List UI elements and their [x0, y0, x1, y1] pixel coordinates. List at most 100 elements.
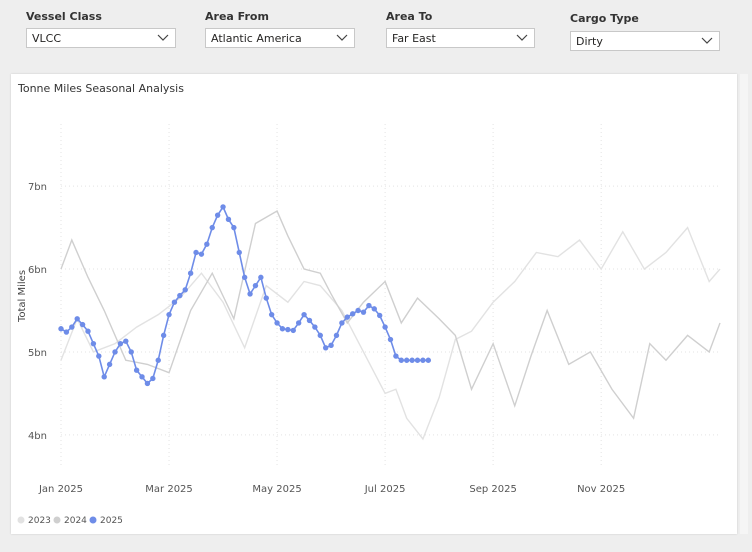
data-point: [209, 224, 215, 231]
area-to-dropdown[interactable]: Far East: [386, 28, 535, 48]
data-point: [349, 311, 356, 317]
data-point: [279, 326, 286, 332]
data-point: [285, 326, 291, 333]
data-point: [58, 326, 64, 332]
data-point: [268, 311, 275, 318]
data-point: [317, 332, 323, 339]
data-point: [328, 342, 334, 349]
chevron-down-icon: [701, 37, 713, 44]
y-tick-label: 6bn: [28, 265, 47, 276]
data-point: [355, 307, 361, 314]
data-point: [106, 361, 113, 368]
dropdown-value: Dirty: [576, 35, 603, 48]
data-point: [306, 317, 313, 324]
data-point: [404, 357, 410, 363]
data-point: [371, 306, 377, 312]
filter-label: Cargo Type: [570, 12, 639, 25]
scrollbar[interactable]: [740, 74, 748, 534]
data-point: [425, 357, 432, 363]
area-from-dropdown[interactable]: Atlantic America: [205, 28, 355, 48]
data-point: [376, 312, 383, 319]
series-line-2024: [60, 210, 721, 420]
data-point: [155, 357, 161, 363]
data-point: [177, 292, 183, 299]
legend-label: 2024: [64, 516, 87, 526]
filter-area-to: Area To Far East: [386, 10, 535, 48]
data-point: [123, 338, 129, 344]
data-point: [322, 345, 329, 351]
data-point: [101, 374, 107, 380]
y-tick-label: 4bn: [28, 431, 47, 442]
legend-marker: [53, 516, 61, 524]
data-point: [312, 324, 318, 330]
data-point: [139, 374, 145, 380]
data-point: [360, 309, 367, 315]
chevron-down-icon: [336, 34, 348, 41]
data-point: [74, 316, 80, 322]
data-point: [193, 249, 199, 256]
vessel-class-dropdown[interactable]: VLCC: [26, 28, 176, 48]
data-point: [274, 320, 280, 326]
data-point: [133, 367, 140, 373]
data-point: [263, 295, 269, 301]
dropdown-value: Far East: [392, 32, 436, 45]
x-tick-label: May 2025: [252, 484, 301, 495]
line-chart[interactable]: 4bn 5bn 6bn 7bn Jan 2025 Mar 2025 May 2025 Jul …: [11, 74, 737, 534]
dropdown-value: VLCC: [32, 32, 62, 45]
chart-title: Tonne Miles Seasonal Analysis: [18, 82, 184, 95]
filter-cargo-type: Cargo Type Dirty: [570, 12, 720, 51]
cargo-type-dropdown[interactable]: Dirty: [570, 31, 720, 51]
data-point: [344, 314, 350, 320]
data-point: [144, 380, 151, 387]
filter-area-from: Area From Atlantic America: [205, 10, 355, 48]
data-point: [290, 327, 296, 334]
data-point: [420, 357, 426, 363]
data-point: [366, 302, 372, 309]
legend-marker: [89, 516, 97, 524]
data-point: [258, 274, 264, 281]
filter-label: Vessel Class: [26, 10, 102, 23]
filter-vessel-class: Vessel Class VLCC: [26, 10, 176, 48]
x-tick-label: Sep 2025: [469, 484, 516, 495]
data-point: [85, 328, 91, 334]
data-point: [166, 311, 172, 318]
dropdown-value: Atlantic America: [211, 32, 302, 45]
data-point: [204, 241, 210, 247]
data-point: [63, 329, 70, 335]
data-point: [409, 357, 415, 363]
data-point: [231, 224, 237, 231]
chart-card: Tonne Miles Seasonal Analysis 4bn 5bn 6bn 7…: [11, 74, 737, 534]
legend-label: 2023: [28, 516, 51, 526]
data-point: [112, 349, 118, 355]
legend-marker: [17, 516, 25, 524]
filter-label: Area From: [205, 10, 269, 23]
x-tick-label: Nov 2025: [577, 484, 625, 495]
data-point: [236, 249, 242, 256]
data-point: [398, 357, 405, 363]
series-line-2023: [60, 226, 721, 441]
data-point: [241, 274, 248, 281]
data-point: [387, 336, 394, 343]
y-tick-label: 5bn: [28, 348, 47, 359]
y-axis-label: Total Miles: [17, 270, 28, 323]
data-point: [187, 270, 194, 276]
data-point: [160, 332, 167, 339]
chevron-down-icon: [157, 34, 169, 41]
data-point: [333, 332, 340, 339]
data-point: [295, 320, 302, 326]
data-point: [301, 311, 307, 318]
data-point: [182, 287, 188, 293]
data-point: [214, 212, 221, 218]
data-point: [339, 320, 345, 326]
data-point: [220, 204, 226, 210]
data-point: [247, 291, 253, 297]
data-point: [225, 216, 232, 223]
y-tick-label: 7bn: [28, 182, 47, 193]
filter-label: Area To: [386, 10, 433, 23]
series-line-2025: [60, 205, 429, 385]
x-tick-label: Jan 2025: [38, 484, 83, 495]
data-point: [69, 324, 75, 330]
x-tick-label: Mar 2025: [145, 484, 193, 495]
data-point: [79, 321, 86, 328]
x-tick-label: Jul 2025: [364, 484, 406, 495]
